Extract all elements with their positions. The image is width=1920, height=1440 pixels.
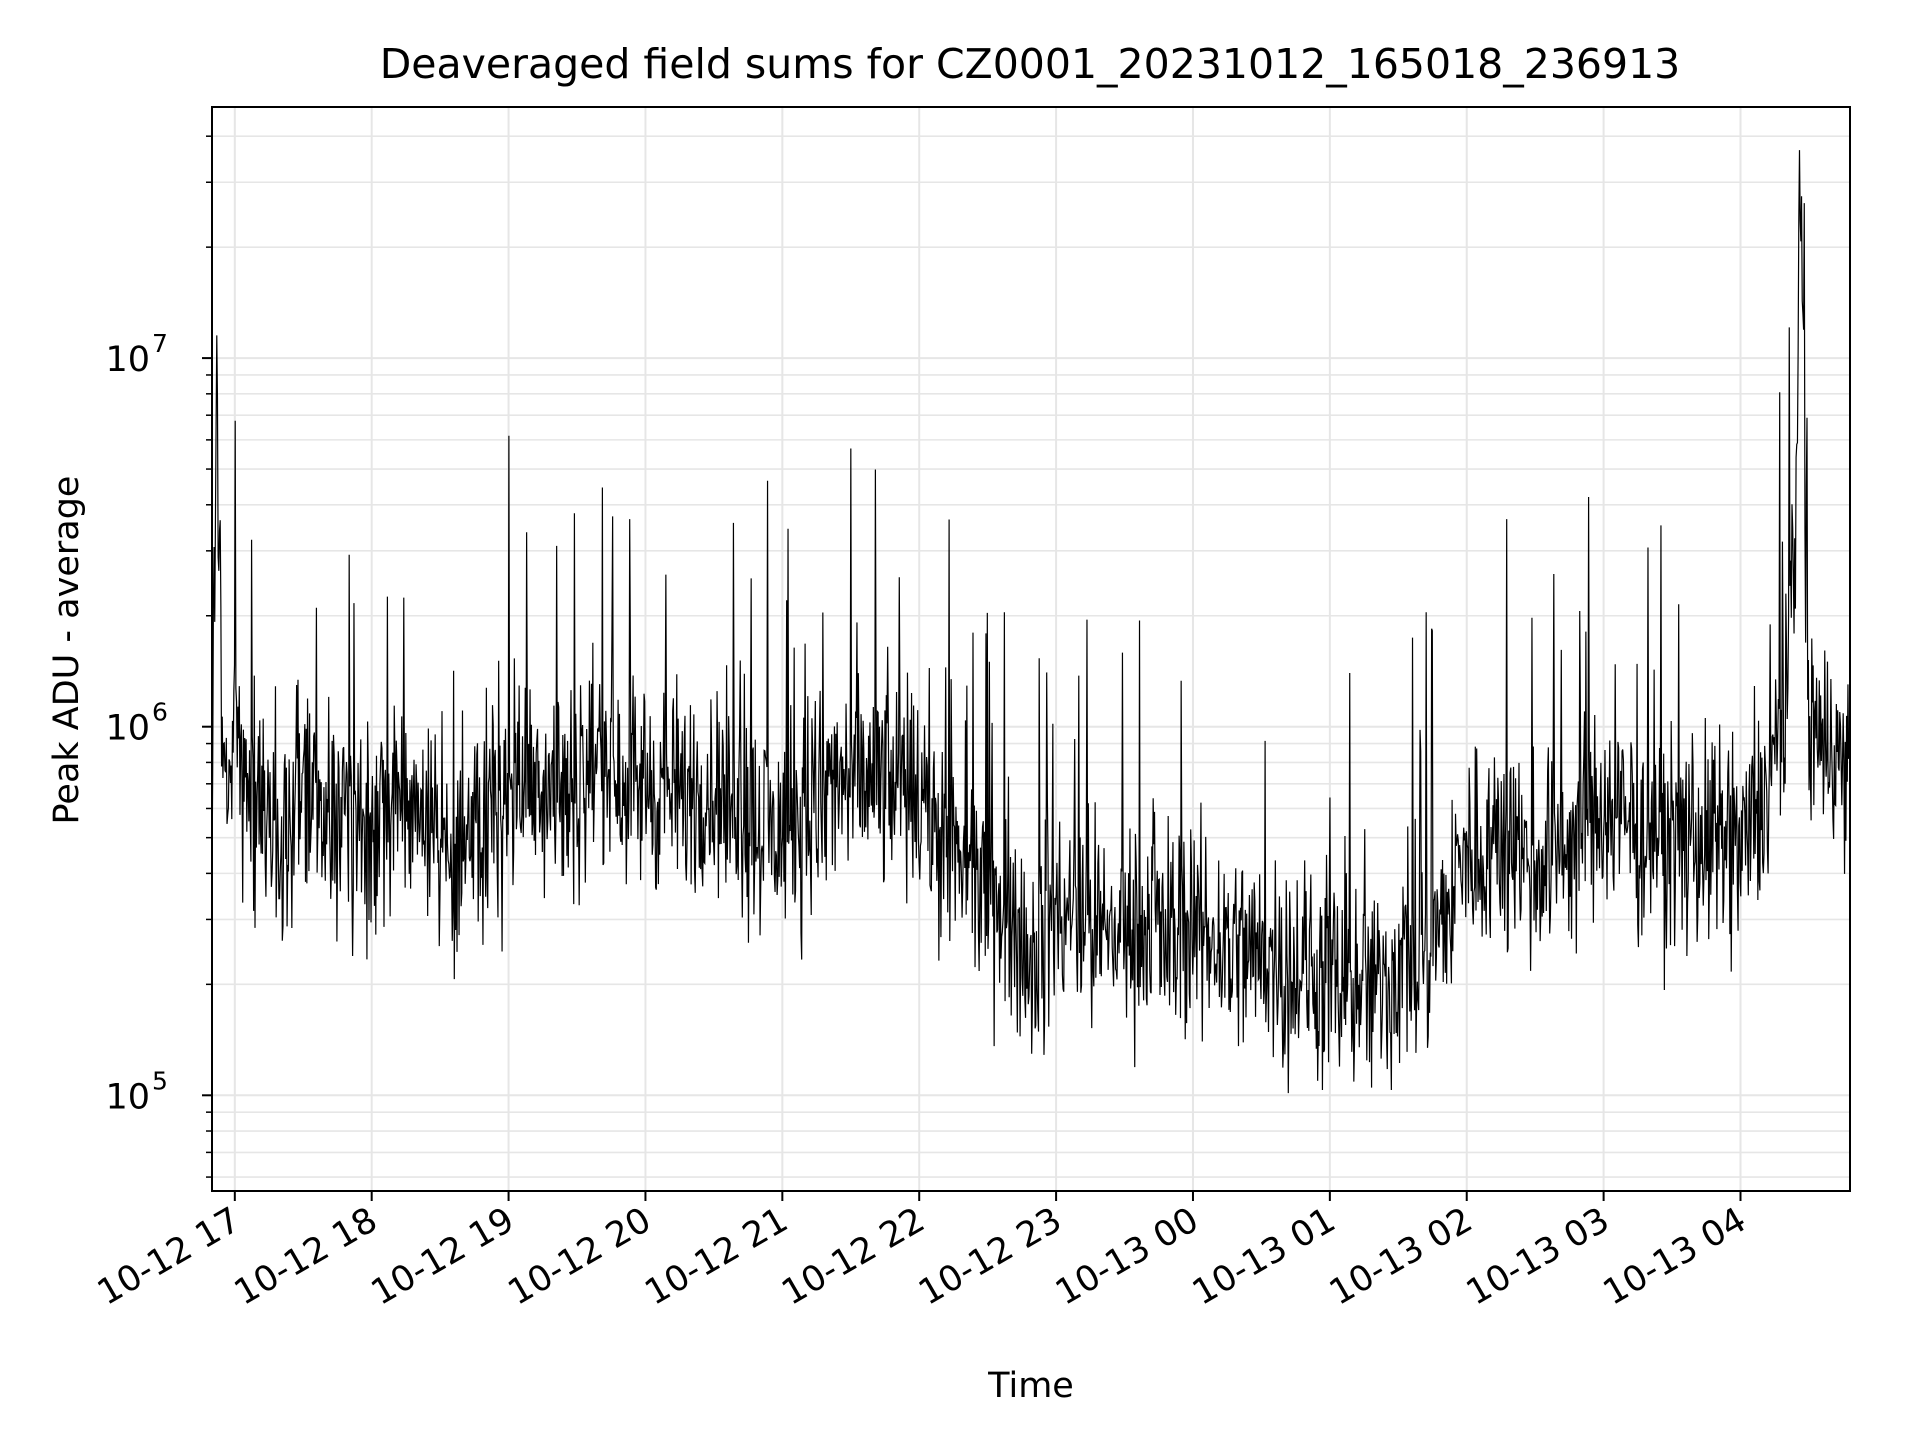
y-tick-exponent: 6 [152,698,168,727]
grid [212,107,1850,1191]
x-tick-label: 10-13 02 [1323,1200,1479,1313]
data-trace [211,150,1851,1094]
x-tick-label: 10-13 00 [1049,1200,1205,1313]
x-tick-label: 10-13 03 [1460,1200,1616,1313]
x-tick-label: 10-13 01 [1186,1200,1342,1313]
x-tick-label: 10-12 21 [639,1200,795,1313]
x-tick-label: 10-12 23 [912,1200,1068,1313]
x-axis-label: Time [987,1366,1074,1406]
x-tick-label: 10-12 20 [502,1200,658,1313]
y-axis-label: Peak ADU - average [47,476,87,825]
chart-title: Deaveraged field sums for CZ0001_2023101… [380,40,1681,88]
y-tick-label: 10 [105,340,150,380]
x-tick-label: 10-12 18 [228,1200,384,1313]
y-tick-exponent: 5 [152,1066,168,1095]
x-tick-label: 10-12 19 [365,1200,521,1313]
plot-frame [211,106,1851,1192]
x-tick-label: 10-13 04 [1597,1200,1753,1313]
data-line [211,150,1851,1094]
y-tick-label: 10 [105,709,150,749]
x-tick-label: 10-12 22 [775,1200,931,1313]
x-tick-label: 10-12 17 [91,1200,247,1313]
y-tick-label: 10 [105,1077,150,1117]
y-tick-exponent: 7 [152,329,168,358]
